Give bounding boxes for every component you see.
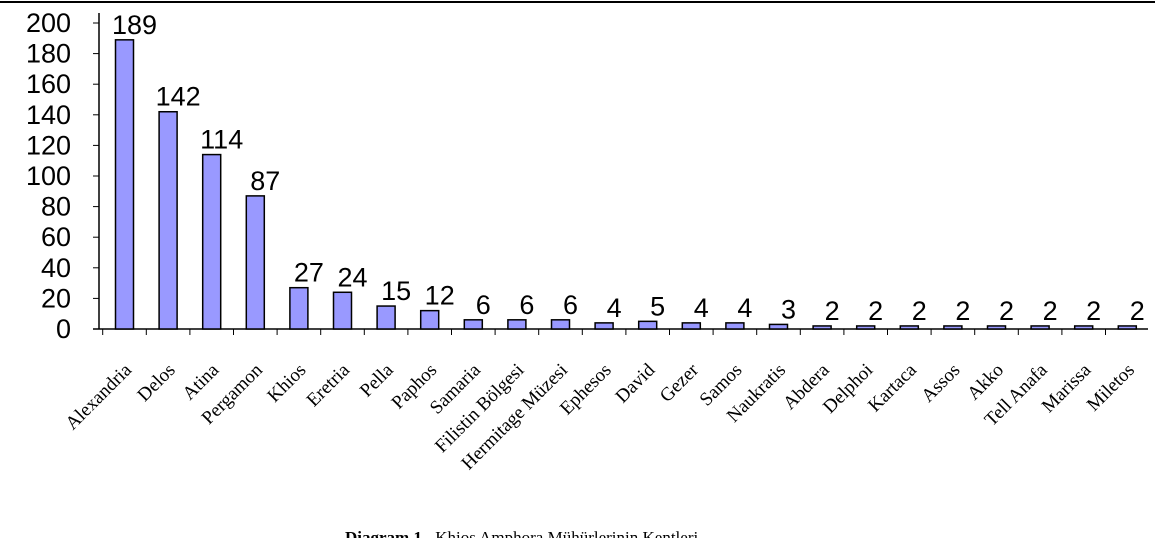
data-label: 2 — [1086, 296, 1101, 326]
data-label: 12 — [425, 281, 455, 311]
category-label: Kartaca — [864, 359, 921, 416]
bar — [1073, 325, 1094, 330]
data-label: 2 — [825, 296, 840, 326]
category-label: Eretria — [303, 359, 355, 411]
category-label: Delos — [133, 360, 179, 406]
data-label: 2 — [1130, 296, 1145, 326]
data-label: 2 — [912, 296, 927, 326]
data-label: 2 — [868, 296, 883, 326]
data-label: 189 — [112, 10, 157, 40]
bar — [637, 320, 658, 330]
data-label: 4 — [737, 293, 752, 323]
caption-number: Diagram 1. — [345, 528, 426, 538]
bar — [289, 286, 309, 330]
bar — [201, 153, 222, 330]
bar — [899, 325, 920, 330]
category-label: Khios — [263, 360, 310, 407]
y-tick-label: 60 — [41, 222, 71, 252]
caption-title: Khios Amphora Mühürlerinin Kentleri — [435, 528, 698, 538]
data-label: 5 — [650, 291, 665, 321]
y-tick-label: 140 — [26, 100, 71, 130]
bar — [1030, 325, 1050, 330]
y-tick-label: 120 — [26, 130, 71, 160]
bar — [507, 319, 527, 330]
category-label: Alexandria — [62, 359, 137, 434]
data-label: 6 — [519, 290, 534, 320]
bar — [550, 319, 571, 330]
bar — [986, 325, 1007, 330]
y-tick-label: 180 — [26, 39, 71, 69]
y-tick-label: 100 — [26, 161, 71, 191]
data-label: 2 — [1043, 296, 1058, 326]
bar — [419, 309, 440, 330]
category-label: Gezer — [656, 359, 703, 406]
bar — [855, 325, 876, 330]
data-label: 2 — [955, 296, 970, 326]
bar — [158, 110, 178, 330]
y-tick-label: 0 — [56, 314, 71, 344]
category-label: Assos — [917, 360, 964, 407]
bar — [681, 322, 702, 330]
chart-caption: Diagram 1. Khios Amphora Mühürlerinin Ke… — [345, 528, 698, 538]
y-tick-label: 160 — [26, 69, 71, 99]
bar — [725, 322, 745, 330]
bar — [812, 325, 832, 330]
data-label: 4 — [694, 293, 709, 323]
data-label: 6 — [563, 290, 578, 320]
bar — [114, 39, 135, 330]
y-tick-label: 40 — [41, 253, 71, 283]
data-label: 87 — [250, 166, 280, 196]
y-tick-label: 200 — [26, 8, 71, 38]
y-tick-label: 20 — [41, 283, 71, 313]
data-label: 4 — [607, 293, 622, 323]
category-label: David — [612, 359, 660, 407]
data-label: 27 — [294, 258, 324, 288]
data-label: 6 — [476, 290, 491, 320]
data-label: 2 — [999, 296, 1014, 326]
bar — [245, 195, 266, 330]
data-label: 114 — [200, 125, 243, 155]
category-label: Miletos — [1083, 360, 1139, 416]
data-label: 15 — [381, 276, 411, 306]
data-label: 142 — [156, 82, 201, 112]
data-label: 3 — [781, 294, 796, 324]
bar — [768, 323, 789, 330]
data-label: 24 — [337, 262, 367, 292]
category-label: Delphoi — [819, 360, 877, 418]
bar — [332, 291, 353, 330]
bar — [594, 322, 614, 330]
bar — [463, 319, 484, 330]
y-tick-label: 80 — [41, 192, 71, 222]
bar — [376, 305, 396, 330]
bar — [943, 325, 963, 330]
category-label: Marissa — [1038, 359, 1096, 417]
bar — [1117, 325, 1138, 330]
